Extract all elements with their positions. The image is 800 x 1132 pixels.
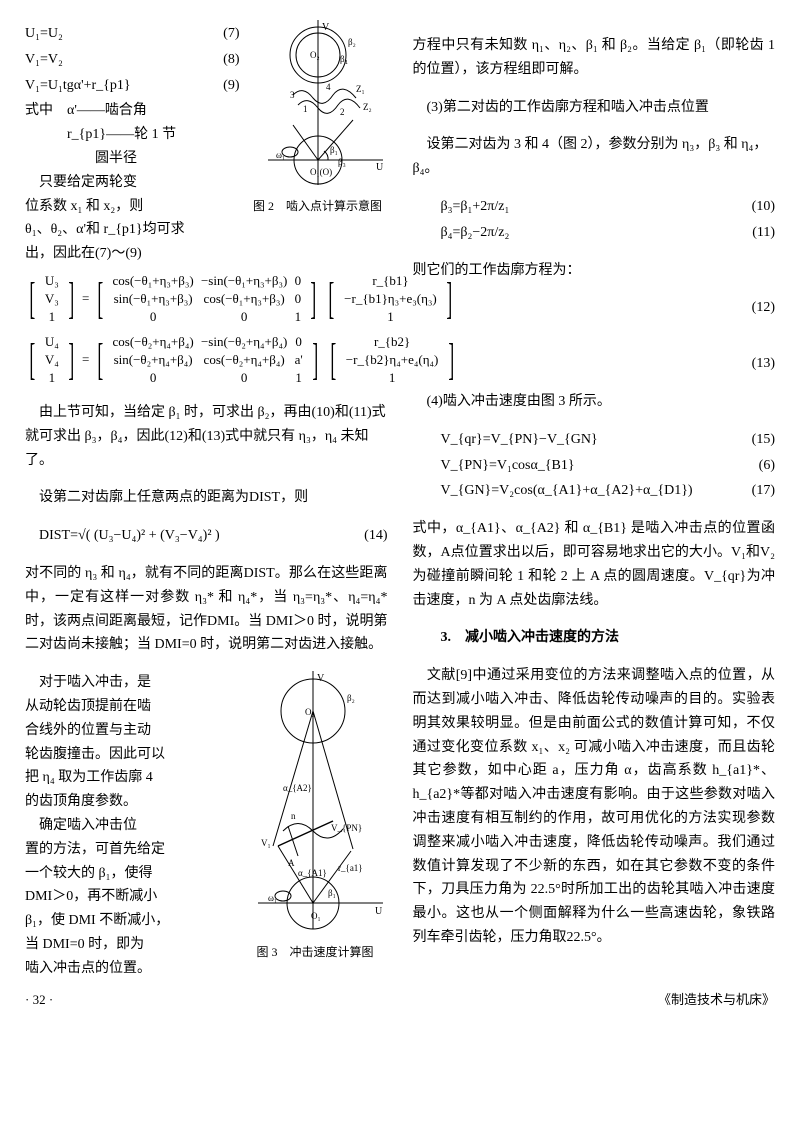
svg-text:β₂: β₂ bbox=[348, 37, 356, 47]
paragraph: 对不同的 η₃ 和 η₄，就有不同的距离DIST。那么在这些距离中，一定有这样一… bbox=[25, 562, 388, 657]
paragraph: 设第二对齿为 3 和 4（图 2），参数分别为 η₃，β₃ 和 η₄，β₄。 bbox=[413, 133, 776, 181]
paragraph: 式中，α_{A1}、α_{A2} 和 α_{B1} 是啮入冲击点的位置函数，A点… bbox=[413, 517, 776, 612]
text-line: θ₁、θ₂、α'和 r_{p1}均可求 bbox=[25, 218, 240, 242]
paragraph: (3)第二对齿的工作齿廓方程和啮入冲击点位置 bbox=[413, 96, 776, 120]
text-line: β₁，使 DMI 不断减小， bbox=[25, 909, 235, 933]
eq-11: β₄=β₂−2π/z₂ (11) bbox=[413, 221, 776, 245]
text-line: 位系数 x₁ 和 x₂，则 bbox=[25, 195, 240, 219]
text-line: 一个较大的 β₁，使得 bbox=[25, 862, 235, 886]
eq-13-num: (13) bbox=[413, 352, 776, 376]
paragraph: 文献[9]中通过采用变位的方法来调整啮入点的位置，从而达到减小啮入冲击、降低齿轮… bbox=[413, 664, 776, 950]
svg-text:n: n bbox=[291, 811, 296, 821]
figure-2: V U O₂ β₂ β₄ O₁(O) 3 1 bbox=[248, 20, 388, 266]
svg-text:β₁: β₁ bbox=[328, 888, 336, 898]
figure-3-caption: 图 3 冲击速度计算图 bbox=[243, 942, 388, 962]
journal-name: 《制造技术与机床》 bbox=[658, 989, 775, 1011]
paragraph: 方程中只有未知数 η₁、η₂、β₁ 和 β₂。当给定 β₁（即轮齿 1 的位置）… bbox=[413, 34, 776, 82]
svg-text:ω₁: ω₁ bbox=[276, 150, 285, 160]
text-line: 出，因此在(7)～(9) bbox=[25, 242, 240, 266]
svg-text:β₂: β₂ bbox=[347, 693, 355, 703]
text-line: 合线外的位置与主动 bbox=[25, 719, 235, 743]
text-line: 置的方法，可首先给定 bbox=[25, 838, 235, 862]
right-column: 方程中只有未知数 η₁、η₂、β₁ 和 β₂。当给定 β₁（即轮齿 1 的位置）… bbox=[413, 20, 776, 981]
page-number: · 32 · bbox=[25, 989, 53, 1011]
text-line: 式中 α'——啮合角 bbox=[25, 99, 240, 123]
text-line: DMI＞0，再不断减小 bbox=[25, 885, 235, 909]
eq-7: U₁=U₂(7) bbox=[25, 22, 240, 46]
figure-2-caption: 图 2 啮入点计算示意图 bbox=[248, 196, 388, 216]
svg-text:U: U bbox=[376, 162, 384, 173]
text-line: 从动轮齿顶提前在啮 bbox=[25, 695, 235, 719]
svg-text:A: A bbox=[288, 858, 295, 868]
velocity-diagram-icon: V U O₂ β₂ O₁ V₁ bbox=[243, 671, 388, 931]
svg-text:β₃: β₃ bbox=[338, 157, 346, 167]
svg-text:3: 3 bbox=[290, 90, 295, 100]
eq-9: V₁=U₁tgα'+r_{p1}(9) bbox=[25, 74, 240, 98]
svg-text:4: 4 bbox=[326, 82, 331, 92]
left-top-text: U₁=U₂(7) V₁=V₂(8) V₁=U₁tgα'+r_{p1}(9) 式中… bbox=[25, 20, 240, 266]
svg-text:Z₂: Z₂ bbox=[363, 102, 372, 112]
text-line: 对于啮入冲击，是 bbox=[25, 671, 235, 695]
matrix-eq-12: [ U₃V₃1 ] = [ cos(−θ₁+η₃+β₃)sin(−θ₁+η₃+β… bbox=[25, 272, 388, 327]
eq-17: V_{GN}=V₂cos(α_{A1}+α_{A2}+α_{D1}) (17) bbox=[413, 479, 776, 503]
svg-text:α_{A1}: α_{A1} bbox=[298, 868, 327, 878]
eq-15: V_{qr}=V_{PN}−V_{GN} (15) bbox=[413, 428, 776, 452]
left-mid-text: 对于啮入冲击，是 从动轮齿顶提前在啮 合线外的位置与主动 轮齿腹撞击。因此可以 … bbox=[25, 671, 235, 980]
svg-text:r_{a1}: r_{a1} bbox=[338, 863, 363, 873]
eq-8: V₁=V₂(8) bbox=[25, 48, 240, 72]
paragraph: 设第二对齿廓上任意两点的距离为DIST，则 bbox=[25, 486, 388, 510]
svg-text:ω₁: ω₁ bbox=[268, 893, 277, 903]
svg-text:O₁(O): O₁(O) bbox=[310, 167, 332, 177]
left-column: U₁=U₂(7) V₁=V₂(8) V₁=U₁tgα'+r_{p1}(9) 式中… bbox=[25, 20, 388, 981]
svg-text:2: 2 bbox=[340, 107, 345, 117]
svg-text:β₁: β₁ bbox=[330, 145, 338, 155]
svg-text:O₂: O₂ bbox=[310, 50, 320, 60]
text-line: 的齿顶角度参数。 bbox=[25, 790, 235, 814]
eq-14: DIST=√( (U₃−U₄)² + (V₃−V₄)² ) (14) bbox=[25, 524, 388, 548]
eq-6: V_{PN}=V₁cosα_{B1} (6) bbox=[413, 454, 776, 478]
left-top-block: U₁=U₂(7) V₁=V₂(8) V₁=U₁tgα'+r_{p1}(9) 式中… bbox=[25, 20, 388, 266]
page: U₁=U₂(7) V₁=V₂(8) V₁=U₁tgα'+r_{p1}(9) 式中… bbox=[25, 20, 775, 981]
svg-text:β₄: β₄ bbox=[340, 54, 348, 64]
svg-text:V: V bbox=[317, 673, 325, 684]
text-line: 圆半径 bbox=[25, 147, 240, 171]
section-heading: 3. 减小啮入冲击速度的方法 bbox=[413, 626, 776, 650]
left-mid-block: 对于啮入冲击，是 从动轮齿顶提前在啮 合线外的位置与主动 轮齿腹撞击。因此可以 … bbox=[25, 671, 388, 980]
text-line: 确定啮入冲击位 bbox=[25, 814, 235, 838]
text-line: 把 η₄ 取为工作齿廓 4 bbox=[25, 766, 235, 790]
page-footer: · 32 · 《制造技术与机床》 bbox=[25, 989, 775, 1011]
svg-text:α_{A2}: α_{A2} bbox=[283, 783, 312, 793]
paragraph: 由上节可知，当给定 β₁ 时，可求出 β₂，再由(10)和(11)式就可求出 β… bbox=[25, 401, 388, 472]
svg-text:V_{PN}: V_{PN} bbox=[331, 823, 362, 833]
gear-diagram-icon: V U O₂ β₂ β₄ O₁(O) 3 1 bbox=[248, 20, 388, 185]
text-line: 只要给定两轮变 bbox=[25, 171, 240, 195]
paragraph: (4)啮入冲击速度由图 3 所示。 bbox=[413, 390, 776, 414]
text-line: 当 DMI=0 时，即为 bbox=[25, 933, 235, 957]
svg-text:V₁: V₁ bbox=[261, 838, 271, 848]
svg-text:U: U bbox=[375, 906, 383, 917]
figure-3: V U O₂ β₂ O₁ V₁ bbox=[243, 671, 388, 980]
eq-10: β₃=β₁+2π/z₁ (10) bbox=[413, 195, 776, 219]
matrix-eq-13: [ U₄V₄1 ] = [ cos(−θ₂+η₄+β₄)sin(−θ₂+η₄+β… bbox=[25, 333, 388, 388]
text-line: 轮齿腹撞击。因此可以 bbox=[25, 743, 235, 767]
paragraph: 则它们的工作齿廓方程为： bbox=[413, 259, 776, 283]
eq-12-num: (12) bbox=[413, 296, 776, 320]
text-line: r_{p1}——轮 1 节 bbox=[25, 123, 240, 147]
text-line: 啮入冲击点的位置。 bbox=[25, 957, 235, 981]
svg-text:Z₁: Z₁ bbox=[356, 84, 365, 94]
svg-text:1: 1 bbox=[303, 104, 308, 114]
svg-text:O₁: O₁ bbox=[311, 911, 321, 921]
